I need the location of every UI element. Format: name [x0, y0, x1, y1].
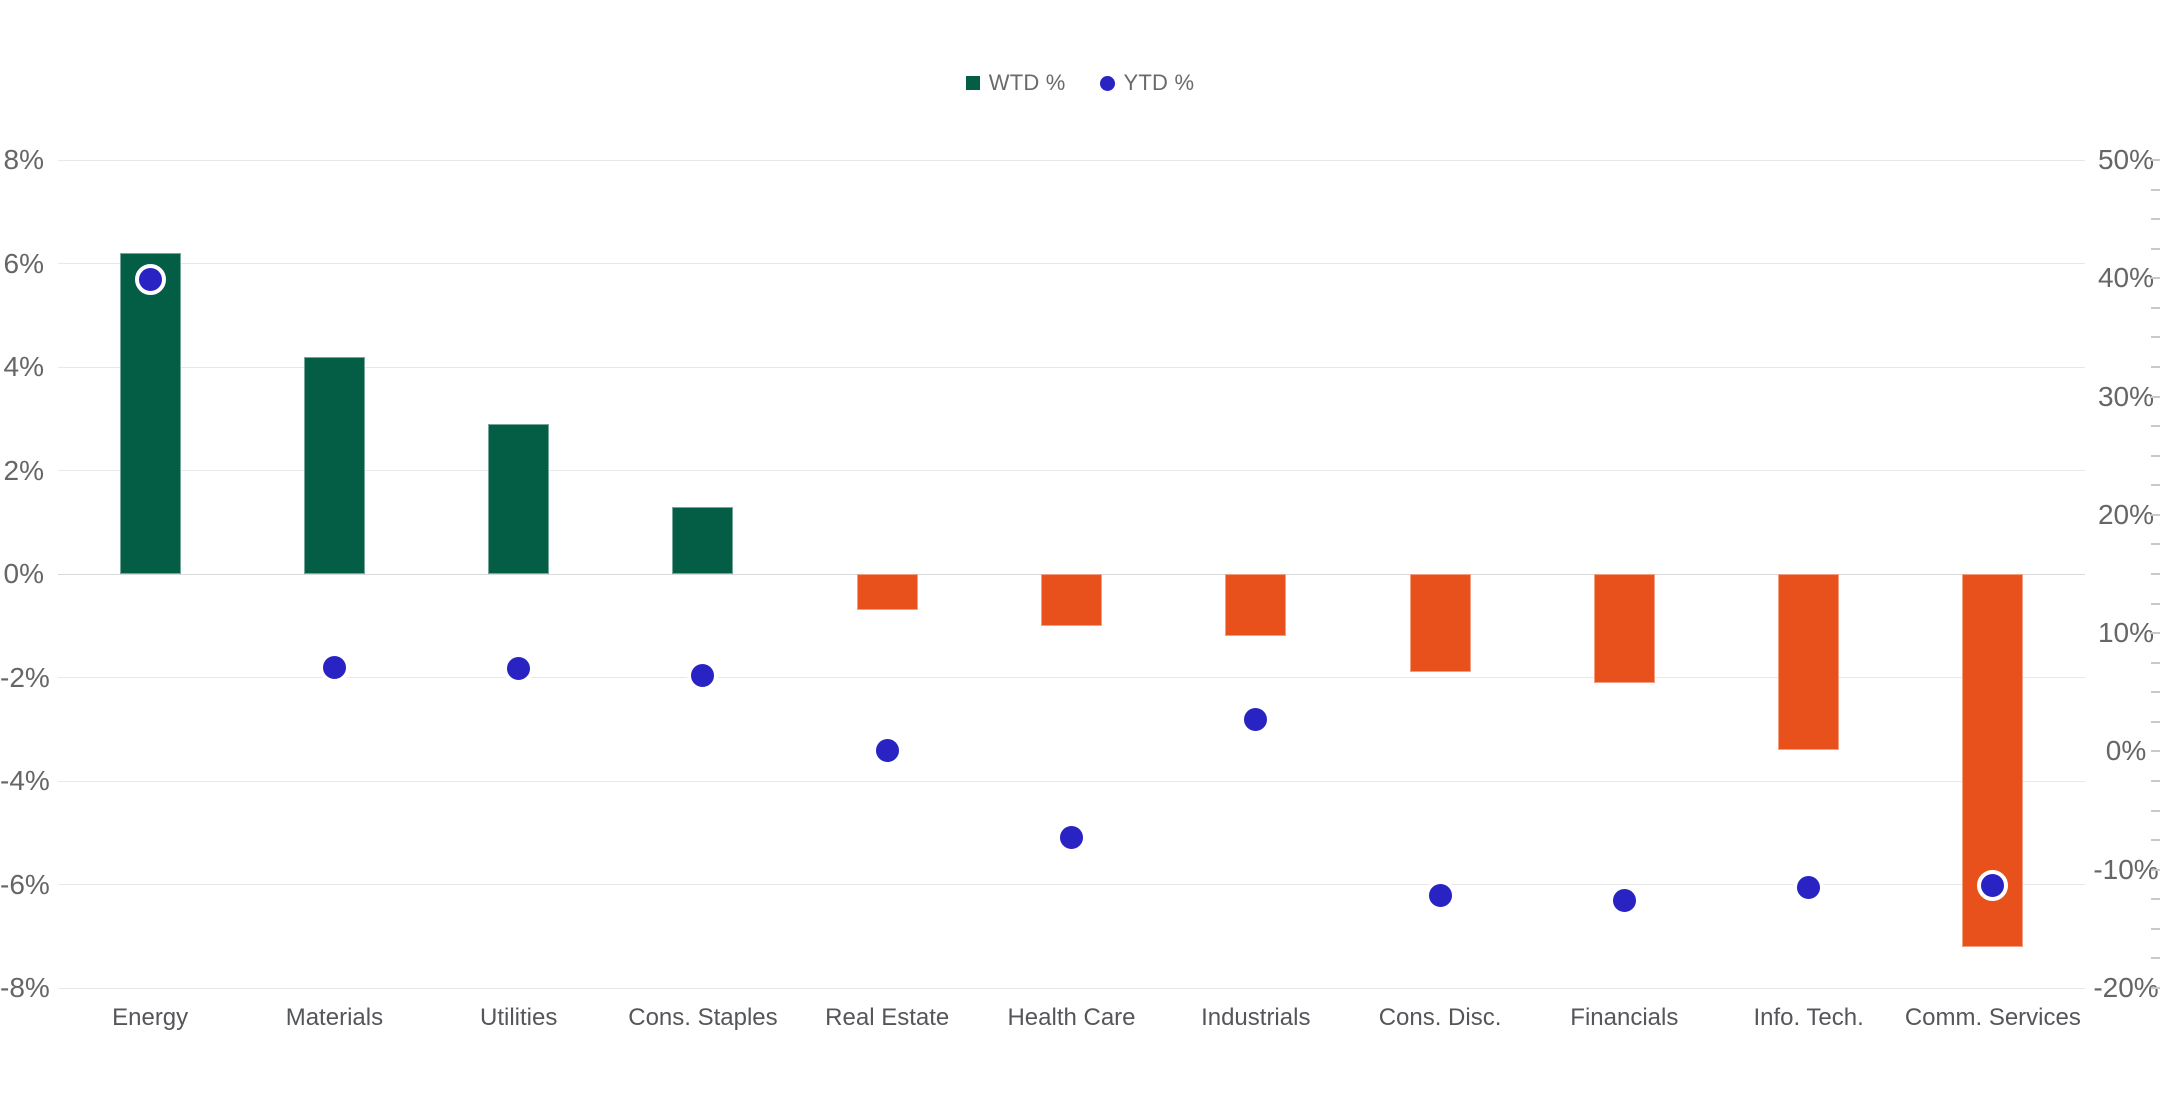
right-axis-minor-tick: [2151, 661, 2160, 664]
legend-item-ytd[interactable]: YTD %: [1099, 70, 1195, 96]
right-axis-minor-tick: [2151, 395, 2160, 398]
category-label-financials: Financials: [1570, 1004, 1679, 1031]
bar-energy[interactable]: [119, 253, 181, 574]
ytd-dot-energy[interactable]: [134, 263, 166, 295]
right-axis-minor-tick: [2151, 750, 2160, 753]
right-axis-minor-tick: [2151, 188, 2160, 191]
category-label-comm-services: Comm. Services: [1904, 1004, 2081, 1031]
wtd-series-swatch-icon: [965, 76, 980, 90]
left-axis-label--8%: -8%: [0, 972, 50, 1003]
ytd-dot-cons-disc[interactable]: [1424, 880, 1456, 912]
right-axis-minor-tick: [2151, 159, 2160, 161]
bar-materials[interactable]: [303, 356, 365, 574]
right-axis-minor-tick: [2151, 987, 2160, 989]
category-label-cons-disc: Cons. Disc.: [1378, 1004, 1502, 1031]
right-axis-minor-tick: [2151, 839, 2160, 842]
legend-label-wtd: WTD %: [988, 70, 1066, 95]
left-axis-label--6%: -6%: [0, 868, 50, 900]
bar-info-tech[interactable]: [1778, 574, 1840, 750]
gridline-6%: [58, 263, 2085, 264]
left-axis-label-4%: 4%: [3, 351, 44, 382]
right-axis-minor-tick: [2151, 513, 2160, 516]
category-label-info-tech: Info. Tech.: [1753, 1004, 1864, 1031]
ytd-dot-materials[interactable]: [318, 651, 350, 683]
left-axis-label-0%: 0%: [3, 558, 44, 589]
gridline--8%: [58, 987, 2085, 989]
ytd-dot-info-tech[interactable]: [1793, 871, 1825, 903]
bar-health-care[interactable]: [1041, 574, 1102, 626]
legend-label-ytd: YTD %: [1123, 70, 1195, 95]
ytd-dot-health-care[interactable]: [1056, 822, 1087, 854]
right-axis-minor-tick: [2151, 218, 2160, 221]
bar-cons-disc[interactable]: [1409, 574, 1471, 673]
right-axis-minor-tick: [2151, 809, 2160, 812]
right-axis-label-10%: 10%: [2097, 617, 2155, 649]
right-axis-label-30%: 30%: [2097, 380, 2155, 412]
right-axis-minor-tick: [2151, 277, 2160, 280]
left-axis-label--4%: -4%: [0, 765, 50, 796]
gridline--6%: [58, 884, 2085, 885]
gridline-4%: [58, 366, 2085, 368]
right-axis-label--20%: -20%: [2093, 972, 2159, 1003]
bar-utilities[interactable]: [488, 423, 550, 574]
gridline--2%: [58, 677, 2085, 678]
right-axis-minor-tick: [2151, 573, 2160, 575]
gridline-8%: [58, 159, 2085, 161]
bar-cons-staples[interactable]: [672, 506, 734, 574]
bar-real-estate[interactable]: [856, 574, 918, 611]
ytd-series-swatch-icon: [1099, 75, 1115, 91]
chart-legend: WTD % YTD %: [0, 62, 2160, 104]
right-axis-minor-tick: [2151, 247, 2160, 250]
right-axis-minor-tick: [2151, 366, 2160, 368]
right-axis-minor-tick: [2151, 543, 2160, 546]
category-label-materials: Materials: [285, 1004, 384, 1031]
right-axis-label-50%: 50%: [2097, 144, 2155, 175]
category-label-health-care: Health Care: [1007, 1004, 1136, 1031]
right-axis-minor-tick: [2151, 306, 2160, 309]
left-axis-label--2%: -2%: [0, 661, 50, 693]
legend-item-wtd[interactable]: WTD %: [965, 70, 1066, 96]
right-axis-label-40%: 40%: [2097, 262, 2155, 294]
right-axis-minor-tick: [2151, 898, 2160, 901]
category-label-real-estate: Real Estate: [825, 1004, 950, 1031]
right-axis-minor-tick: [2151, 868, 2160, 871]
ytd-dot-utilities[interactable]: [503, 653, 535, 685]
right-axis-minor-tick: [2151, 602, 2160, 605]
gridline--4%: [58, 780, 2085, 782]
category-label-energy: Energy: [112, 1004, 189, 1031]
right-axis-minor-tick: [2151, 632, 2160, 635]
right-axis-label-20%: 20%: [2097, 498, 2155, 530]
right-axis-label-0%: 0%: [2105, 735, 2147, 767]
right-axis-minor-tick: [2151, 454, 2160, 457]
bar-industrials[interactable]: [1225, 574, 1287, 637]
category-label-utilities: Utilities: [479, 1004, 558, 1031]
left-axis-label-8%: 8%: [3, 144, 44, 175]
ytd-dot-real-estate[interactable]: [871, 734, 903, 766]
right-axis-minor-tick: [2151, 957, 2160, 960]
category-label-industrials: Industrials: [1201, 1004, 1311, 1031]
right-axis-minor-tick: [2151, 927, 2160, 930]
right-axis-minor-tick: [2151, 720, 2160, 723]
ytd-dot-industrials[interactable]: [1240, 703, 1272, 735]
right-axis-label--10%: -10%: [2093, 853, 2159, 885]
right-axis-minor-tick: [2151, 780, 2160, 782]
right-axis-minor-tick: [2151, 425, 2160, 428]
category-label-cons-staples: Cons. Staples: [628, 1004, 778, 1031]
right-axis-minor-tick: [2151, 336, 2160, 339]
right-axis-minor-tick: [2151, 484, 2160, 487]
left-axis-label-2%: 2%: [3, 454, 44, 486]
left-axis-label-6%: 6%: [3, 247, 44, 279]
ytd-dot-comm-services[interactable]: [1977, 869, 2009, 901]
ytd-dot-cons-staples[interactable]: [687, 660, 719, 692]
bar-financials[interactable]: [1593, 574, 1655, 683]
ytd-dot-financials[interactable]: [1608, 884, 1640, 916]
gridline-2%: [58, 470, 2085, 471]
right-axis-minor-tick: [2151, 691, 2160, 694]
